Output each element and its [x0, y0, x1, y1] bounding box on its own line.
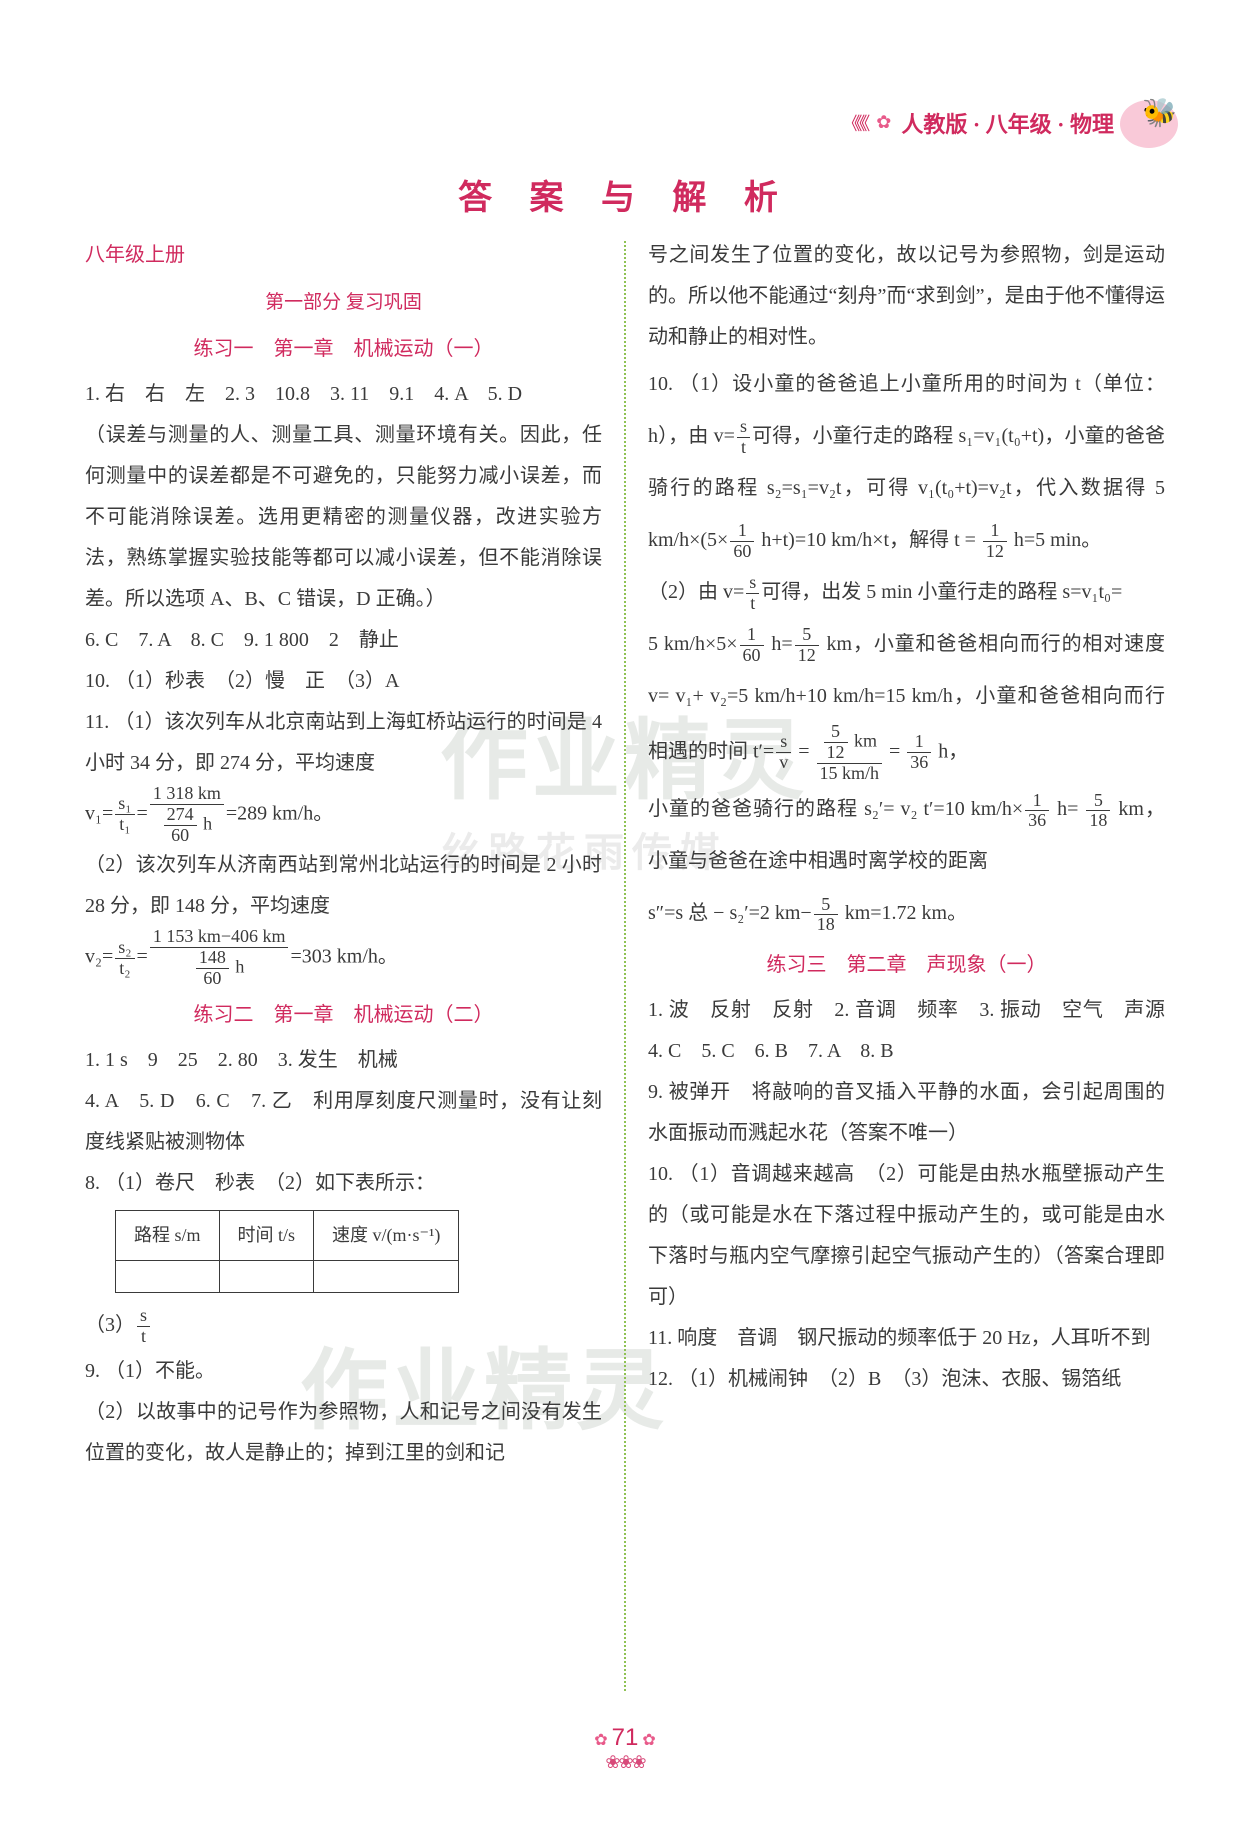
fraction: 518	[1086, 791, 1110, 832]
fraction: 136	[907, 732, 931, 773]
answer-text: 小童的爸爸骑行的路程 s₂′= v₂ t′=10 km/h×136 h= 518…	[648, 783, 1165, 887]
bee-icon: 🐝	[1142, 96, 1177, 130]
answer-text: 1. 右 右 左 2. 3 10.8 3. 11 9.1 4. A 5. D	[85, 374, 602, 415]
fraction: sv	[776, 732, 791, 773]
practice-title: 练习一 第一章 机械运动（一）	[85, 329, 602, 370]
answer-text: 4. A 5. D 6. C 7. 乙 利用厚刻度尺测量时，没有让刻度线紧贴被测…	[85, 1081, 602, 1163]
fraction: 160	[740, 625, 764, 666]
bee-badge: 🐝	[1120, 90, 1190, 155]
answer-text: 1. 1 s 9 25 2. 80 3. 发生 机械	[85, 1040, 602, 1081]
left-column: 八年级上册 第一部分 复习巩固 练习一 第一章 机械运动（一） 1. 右 右 左…	[85, 235, 602, 1691]
fraction: 160	[730, 521, 754, 562]
table-header-row: 路程 s/m 时间 t/s 速度 v/(m·s⁻¹)	[116, 1210, 459, 1260]
equation: v₂=s₂t₂=1 153 km−406 km14860 h=303 km/h。	[85, 927, 602, 988]
answer-text: 11. 响度 音调 钢尺振动的频率低于 20 Hz，人耳听不到	[648, 1318, 1165, 1359]
practice-title: 练习三 第二章 声现象（一）	[648, 945, 1165, 986]
fraction: 512	[795, 625, 819, 666]
fraction: 512 km15 km/h	[817, 722, 883, 783]
answer-text: 9. 被弹开 将敲响的音叉插入平静的水面，会引起周围的水面振动而溅起水花（答案不…	[648, 1072, 1165, 1154]
table-header: 路程 s/m	[116, 1210, 220, 1260]
answer-text: （2）以故事中的记号作为参照物，人和记号之间没有发生位置的变化，故人是静止的；掉…	[85, 1392, 602, 1474]
eq-lhs: v₁=	[85, 802, 113, 824]
answer-text: （2）由 v=st可得，出发 5 min 小童行走的路程 s=v₁t₀=	[648, 566, 1165, 618]
table-header: 时间 t/s	[219, 1210, 314, 1260]
answer-text: 6. C 7. A 8. C 9. 1 800 2 静止	[85, 620, 602, 661]
answer-text: 10. （1）秒表 （2）慢 正 （3）A	[85, 661, 602, 702]
flower-icon: ✿	[642, 1732, 655, 1749]
equation: v₁=s₁t₁=1 318 km27460 h=289 km/h。	[85, 784, 602, 845]
fraction: st	[737, 417, 750, 458]
fraction: 1 153 km−406 km14860 h	[150, 927, 289, 988]
page-number: 71	[612, 1724, 639, 1751]
answer-text: 号之间发生了位置的变化，故以记号为参照物，剑是运动的。所以他不能通过“刻舟”而“…	[648, 235, 1165, 358]
chevron-icons: 《《《	[842, 110, 866, 136]
book-label: 八年级上册	[85, 235, 602, 276]
answer-text: 8. （1）卷尺 秒表 （2）如下表所示：	[85, 1163, 602, 1204]
answer-text: 10. （1）设小童的爸爸追上小童所用的时间为 t（单位：h），由 v=st可得…	[648, 358, 1165, 566]
fraction: 112	[983, 521, 1007, 562]
right-column: 号之间发生了位置的变化，故以记号为参照物，剑是运动的。所以他不能通过“刻舟”而“…	[648, 235, 1165, 1691]
fraction: st	[137, 1306, 150, 1347]
page-title: 答 案 与 解 析	[0, 170, 1250, 219]
fraction: s₁t₁	[115, 794, 134, 835]
table-row	[116, 1260, 459, 1292]
answer-text: （2）该次列车从济南西站到常州北站运行的时间是 2 小时 28 分，即 148 …	[85, 845, 602, 927]
fraction: 518	[814, 895, 838, 936]
flower-icon: ✿	[594, 1732, 607, 1749]
fraction: 1 318 km27460 h	[150, 784, 224, 845]
fraction: s₂t₂	[115, 938, 134, 979]
answer-text: （误差与测量的人、测量工具、测量环境有关。因此，任何测量中的误差都是不可避免的，…	[85, 415, 602, 620]
table-header: 速度 v/(m·s⁻¹)	[314, 1210, 459, 1260]
column-divider	[624, 241, 626, 1691]
answer-text: 11. （1）该次列车从北京南站到上海虹桥站运行的时间是 4 小时 34 分，即…	[85, 702, 602, 784]
page-footer: ✿ 71 ✿ ❀❀❀	[0, 1724, 1250, 1773]
answer-text: 1. 波 反射 反射 2. 音调 频率 3. 振动 空气 声源 4. C 5. …	[648, 990, 1165, 1072]
fraction: st	[746, 573, 759, 614]
flower-icon: ✿	[876, 112, 891, 133]
flower-decoration: ❀❀❀	[0, 1752, 1250, 1773]
answer-text: 9. （1）不能。	[85, 1351, 602, 1392]
answer-text: 10. （1）音调越来越高 （2）可能是由热水瓶壁振动产生的（或可能是水在下落过…	[648, 1154, 1165, 1318]
content-columns: 八年级上册 第一部分 复习巩固 练习一 第一章 机械运动（一） 1. 右 右 左…	[85, 235, 1165, 1691]
data-table: 路程 s/m 时间 t/s 速度 v/(m·s⁻¹)	[115, 1210, 459, 1293]
banner-text: 人教版 · 八年级 · 物理	[901, 107, 1114, 139]
answer-text: 5 km/h×5×160 h=512 km，小童和爸爸相向而行的相对速度 v= …	[648, 618, 1165, 783]
part-title: 第一部分 复习巩固	[85, 284, 602, 323]
answer-text: （3）st	[85, 1299, 602, 1351]
answer-text: s″=s 总 − s₂′=2 km−518 km=1.72 km。	[648, 887, 1165, 939]
answer-text: 12. （1）机械闹钟 （2）B （3）泡沫、衣服、锡箔纸	[648, 1359, 1165, 1400]
fraction: 136	[1025, 791, 1049, 832]
practice-title: 练习二 第一章 机械运动（二）	[85, 995, 602, 1036]
header-banner: 《《《 ✿ 人教版 · 八年级 · 物理 🐝	[842, 90, 1190, 155]
